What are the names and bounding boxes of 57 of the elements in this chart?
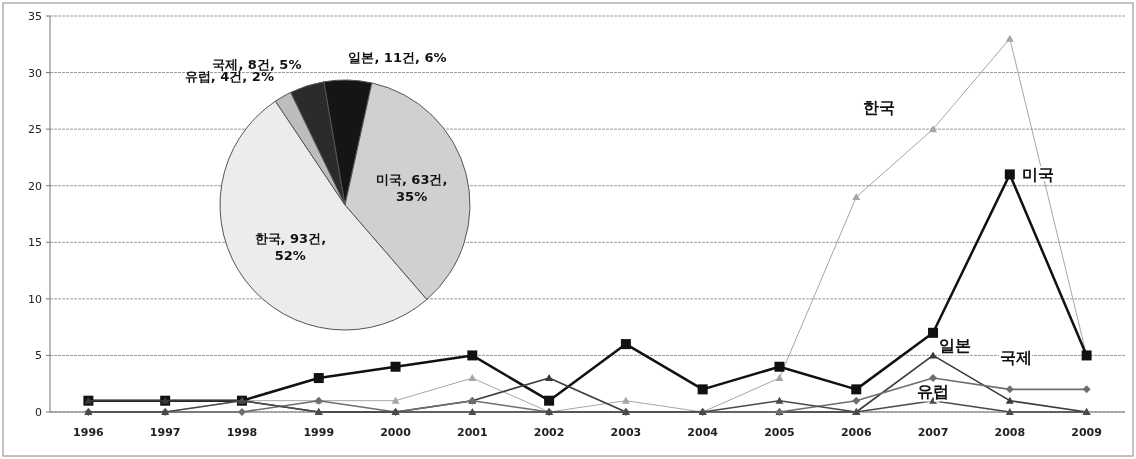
- series-label: 미국: [1021, 165, 1054, 185]
- point: [391, 396, 400, 404]
- point: [621, 396, 630, 404]
- point: [852, 193, 861, 201]
- x-tick-label: 2006: [840, 426, 872, 439]
- point: [852, 396, 861, 405]
- x-tick-label: 1997: [149, 426, 181, 439]
- x-tick-label: 2008: [994, 426, 1026, 439]
- x-tick-label: 1998: [226, 426, 258, 439]
- series-label: 국제: [999, 348, 1032, 368]
- series-label: 일본: [939, 336, 972, 356]
- y-tick-label: 15: [28, 236, 42, 250]
- slice-label: 일본, 11건, 6%: [348, 50, 447, 66]
- text: 한국: [863, 98, 896, 118]
- slice-label: 미국, 63건, 35%: [375, 172, 448, 205]
- y-tick-label: 20: [28, 179, 42, 193]
- point: [313, 373, 324, 384]
- y-tick-label: 5: [35, 349, 42, 363]
- point: [1004, 169, 1015, 180]
- point: [1005, 34, 1014, 42]
- point: [775, 396, 784, 404]
- point: [697, 384, 708, 395]
- point: [545, 374, 554, 382]
- point: [390, 361, 401, 372]
- point: [851, 384, 862, 395]
- point: [774, 361, 785, 372]
- series-label: 유럽: [917, 381, 950, 401]
- point: [1005, 396, 1014, 404]
- x-tick-label: 2002: [533, 426, 565, 439]
- x-tick-label: 2009: [1071, 426, 1102, 439]
- x-tick-label: 2003: [610, 426, 642, 439]
- y-tick-label: 0: [35, 406, 42, 419]
- y-tick-label: 10: [28, 292, 42, 306]
- x-tick-label: 2004: [687, 426, 719, 439]
- y-tick-label: 30: [28, 66, 42, 80]
- x-tick-label: 1996: [73, 426, 105, 439]
- point: [620, 339, 631, 350]
- point: [929, 125, 938, 133]
- x-tick-label: 2000: [380, 426, 412, 439]
- x-tick-label: 2007: [917, 426, 949, 439]
- point: [929, 374, 938, 383]
- point: [468, 408, 477, 415]
- y-tick-label: 25: [28, 123, 42, 137]
- point: [775, 374, 784, 382]
- point: [1005, 385, 1014, 394]
- x-tick-label: 1999: [303, 426, 335, 439]
- point: [1082, 385, 1091, 394]
- point: [544, 395, 555, 406]
- point: [237, 408, 246, 416]
- slice-label: 한국, 93건, 52%: [254, 230, 327, 263]
- point: [928, 327, 939, 338]
- point: [468, 374, 477, 382]
- point: [467, 350, 478, 361]
- y-tick-label: 35: [28, 10, 42, 23]
- x-tick-label: 2001: [457, 426, 488, 439]
- point: [1005, 408, 1014, 415]
- x-tick-label: 2005: [764, 426, 795, 439]
